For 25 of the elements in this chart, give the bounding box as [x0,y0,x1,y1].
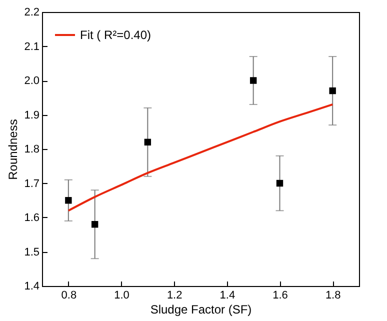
x-tick-label: 0.8 [61,290,77,302]
x-tick-label: 1.8 [325,290,341,302]
line-series [67,103,334,212]
y-tick-label: 2.0 [24,75,40,87]
point [91,220,98,228]
y-axis-title: Roundness [6,119,20,180]
y-tick-label: 1.9 [24,109,40,122]
x-tick-label: 1.6 [272,290,288,302]
y-tick-label: 1.6 [24,212,40,224]
y-tick-label: 2.2 [24,6,40,18]
point [144,138,152,146]
x-tick-label: 1.2 [166,290,182,302]
point [65,197,72,204]
x-tick-label: 1.0 [114,290,130,302]
y-tick-label: 2.1 [24,40,40,53]
point [250,77,257,84]
y-tick-label: 1.4 [24,280,40,292]
y-tick-label: 1.7 [24,178,40,190]
x-tick-label: 1.4 [220,290,236,302]
y-tick-label: 1.5 [24,246,40,258]
legend-label: Fit ( R²=0.40) [80,28,152,42]
point [329,87,336,94]
y-tick-label: 1.8 [24,144,40,156]
x-axis-title: Sludge Factor (SF) [150,302,252,316]
point [276,180,284,187]
